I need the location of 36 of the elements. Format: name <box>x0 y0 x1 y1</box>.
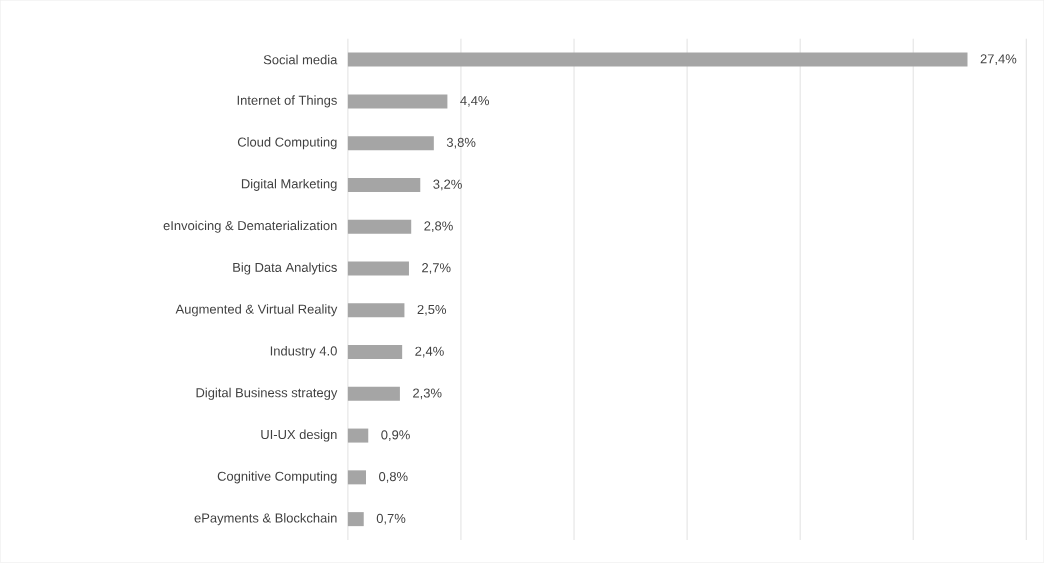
data-label: 0,9% <box>381 430 410 442</box>
y-tick-label: Industry 4.0 <box>270 346 337 359</box>
data-label: 0,8% <box>379 472 408 483</box>
data-label: 2,8% <box>424 221 453 233</box>
bar <box>347 470 366 485</box>
data-label: 2,7% <box>422 263 451 274</box>
bar <box>347 94 448 109</box>
bar <box>347 52 968 67</box>
bar <box>347 345 403 360</box>
data-label: 4,4% <box>460 96 489 107</box>
y-tick-label: Big Data Analytics <box>233 262 337 275</box>
bar <box>347 512 364 527</box>
y-tick-label: Digital Business strategy <box>196 387 338 400</box>
y-tick-label: UI-UX design <box>261 429 337 442</box>
bar <box>347 428 369 443</box>
bar <box>347 303 405 318</box>
bar <box>347 136 434 151</box>
y-tick-label: Digital Marketing <box>241 179 337 192</box>
data-label: 0,7% <box>376 513 406 525</box>
y-tick-label: eInvoicing & Dematerialization <box>163 220 337 233</box>
y-tick-label: Social media <box>263 54 338 65</box>
data-label: 27,4% <box>980 54 1017 66</box>
data-label: 3,8% <box>446 137 476 149</box>
data-label: 2,4% <box>415 346 444 358</box>
y-tick-label: Cloud Computing <box>237 137 337 150</box>
data-label: 2,3% <box>413 388 442 400</box>
y-tick-label: ePayments & Blockchain <box>194 513 337 526</box>
bar <box>347 178 421 193</box>
y-tick-label: Cognitive Computing <box>217 471 337 484</box>
y-tick-label: Augmented & Virtual Reality <box>175 304 338 317</box>
data-label: 3,2% <box>433 179 462 191</box>
bar <box>347 261 409 276</box>
data-label: 2,5% <box>417 305 447 316</box>
y-tick-label: Internet of Things <box>237 95 337 108</box>
bar <box>347 219 412 234</box>
bar <box>347 386 400 401</box>
